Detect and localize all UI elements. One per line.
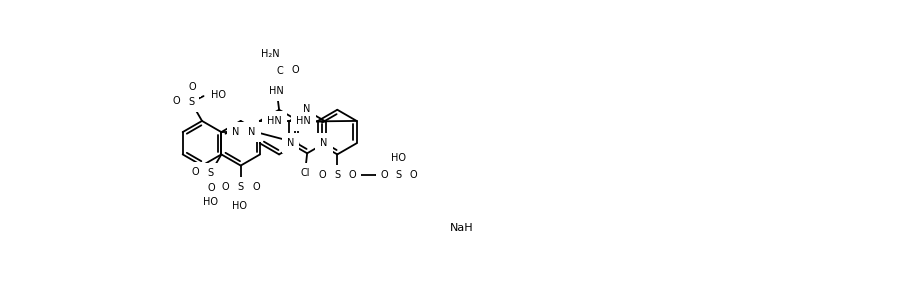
Text: H₂N: H₂N — [261, 49, 280, 59]
Text: N: N — [303, 104, 311, 114]
Text: HO: HO — [232, 201, 246, 211]
Text: O: O — [291, 66, 299, 75]
Text: HN: HN — [267, 116, 281, 126]
Text: O: O — [189, 82, 197, 92]
Text: O: O — [191, 167, 199, 177]
Text: O: O — [410, 170, 418, 180]
Text: N: N — [320, 138, 327, 148]
Text: Cl: Cl — [300, 168, 309, 178]
Text: N: N — [232, 127, 239, 137]
Text: O: O — [318, 170, 327, 180]
Text: S: S — [189, 97, 194, 107]
Text: HN: HN — [296, 116, 311, 127]
Text: O: O — [208, 184, 216, 194]
Text: HO: HO — [203, 197, 218, 207]
Text: C: C — [277, 66, 283, 76]
Text: HO: HO — [391, 153, 407, 163]
Text: NaH: NaH — [450, 223, 474, 233]
Text: HN: HN — [269, 86, 283, 96]
Text: O: O — [382, 170, 390, 180]
Text: O: O — [253, 182, 260, 192]
Text: S: S — [396, 170, 402, 180]
Text: O: O — [348, 170, 355, 180]
Text: N: N — [287, 138, 294, 148]
Text: S: S — [237, 182, 244, 192]
Text: O: O — [222, 182, 229, 192]
Text: S: S — [335, 170, 340, 180]
Text: O: O — [172, 96, 179, 106]
Text: HO: HO — [211, 90, 226, 99]
Text: S: S — [207, 168, 214, 178]
Text: N: N — [248, 127, 256, 137]
Text: O: O — [381, 170, 388, 180]
